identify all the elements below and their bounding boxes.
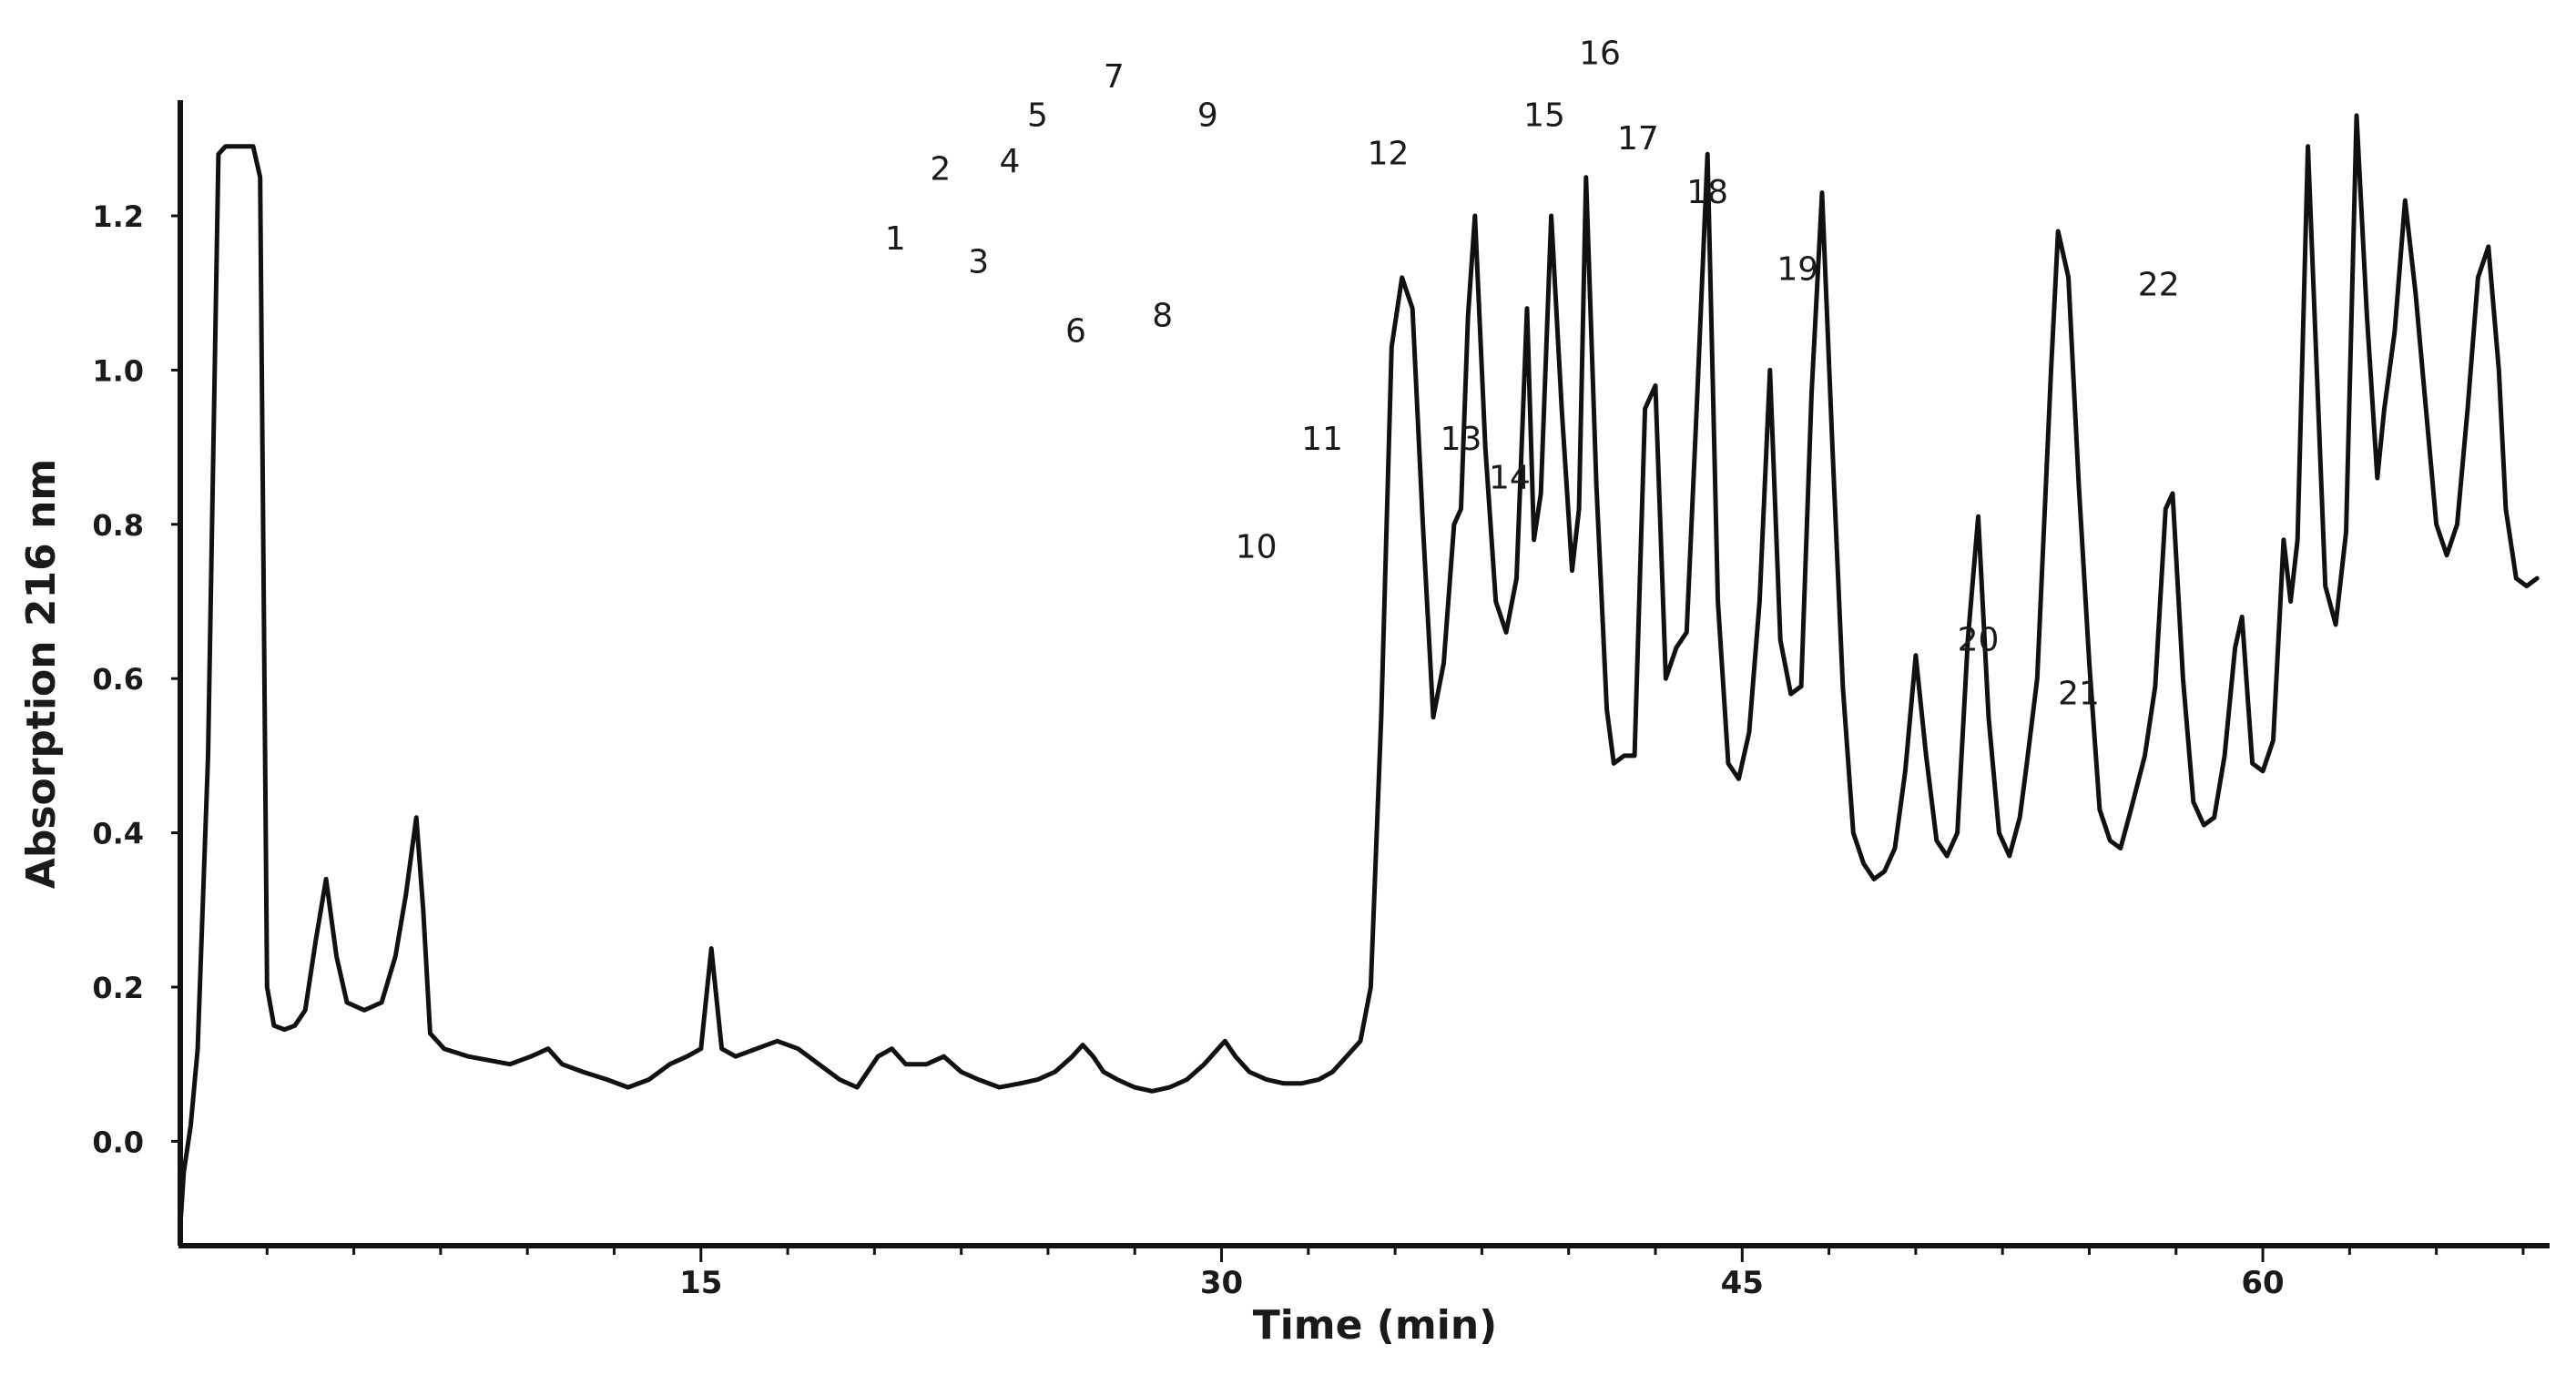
chromatogram-trace — [178, 113, 2540, 1228]
peak-label: 6 — [1065, 312, 1086, 350]
peak-label: 10 — [1236, 529, 1278, 566]
peak-label: 1 — [885, 220, 906, 258]
peak-label: 21 — [2058, 676, 2100, 713]
peak-label: 17 — [1617, 120, 1659, 158]
y-tick-label: 0.8 — [92, 508, 144, 543]
y-tick-label: 0.6 — [92, 662, 144, 697]
peak-label: 9 — [1197, 97, 1218, 134]
peak-label: 4 — [1000, 143, 1021, 180]
peak-label: 18 — [1686, 174, 1728, 211]
peak-label: 5 — [1027, 97, 1048, 134]
y-tick-label: 1.0 — [92, 353, 144, 388]
peak-label: 22 — [2138, 267, 2180, 304]
ticks: 0.0 0.2 0.4 0.6 0.8 1.0 1.2 15 30 45 60 — [92, 199, 2525, 1301]
x-tick-label: 30 — [1200, 1265, 1243, 1301]
peak-label: 8 — [1152, 298, 1173, 335]
x-tick-label: 15 — [679, 1265, 722, 1301]
peak-label: 3 — [968, 243, 989, 280]
peak-label: 12 — [1368, 136, 1410, 173]
peak-label: 20 — [1958, 621, 2000, 658]
peak-label: 13 — [1441, 421, 1482, 458]
peak-label: 2 — [930, 151, 951, 188]
axes — [178, 100, 2550, 1248]
peak-label: 11 — [1301, 421, 1343, 458]
peak-label: 14 — [1489, 459, 1531, 496]
peak-label: 19 — [1777, 251, 1818, 289]
y-axis-title: Absorption 216 nm — [18, 459, 65, 889]
peak-label: 7 — [1104, 58, 1125, 96]
x-tick-label: 60 — [2241, 1265, 2284, 1301]
y-tick-label: 0.4 — [92, 817, 144, 851]
y-tick-label: 0.2 — [92, 971, 144, 1005]
y-tick-label: 0.0 — [92, 1125, 144, 1159]
x-axis-title: Time (min) — [1253, 1302, 1498, 1349]
peak-label: 15 — [1523, 97, 1565, 134]
peak-label: 16 — [1579, 36, 1621, 73]
x-tick-label: 45 — [1721, 1265, 1764, 1301]
y-tick-label: 1.2 — [92, 199, 144, 234]
